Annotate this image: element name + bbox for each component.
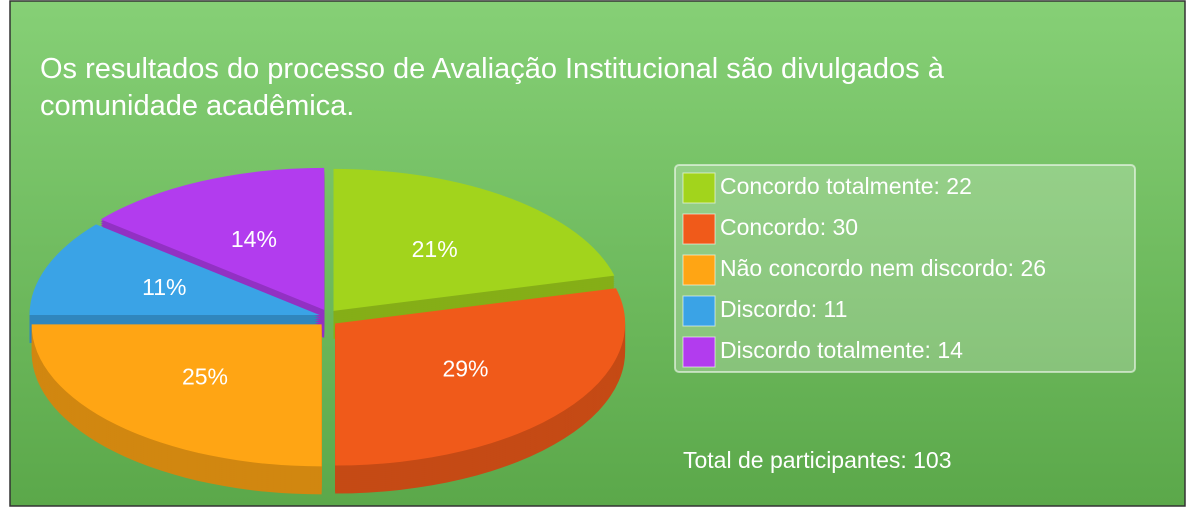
chart-title: Os resultados do processo de Avaliação I… — [40, 53, 945, 85]
legend-box — [674, 164, 1136, 373]
slice — [31, 324, 322, 467]
data-label: 11% — [142, 274, 186, 300]
slice — [29, 224, 320, 315]
slice — [333, 168, 615, 311]
slice — [335, 288, 626, 466]
legend-swatch — [682, 254, 716, 286]
data-label: 21% — [412, 236, 458, 262]
slice — [100, 167, 325, 310]
legend-label: Discordo totalmente: 14 — [720, 337, 963, 363]
legend-label: Concordo totalmente: 22 — [720, 173, 972, 199]
legend-label: Não concordo nem discordo: 26 — [720, 255, 1046, 281]
chart-title: comunidade acadêmica. — [40, 90, 354, 122]
legend-swatch — [682, 213, 716, 245]
legend-swatch — [682, 295, 716, 327]
data-label: 25% — [182, 363, 228, 389]
legend-label: Discordo: 11 — [720, 296, 847, 322]
data-label: 14% — [231, 226, 277, 252]
legend-swatch — [682, 336, 716, 368]
annotation: Total de participantes: 103 — [683, 447, 952, 473]
legend-swatch — [682, 172, 716, 204]
data-label: 29% — [442, 355, 488, 381]
legend-label: Concordo: 30 — [720, 214, 858, 240]
